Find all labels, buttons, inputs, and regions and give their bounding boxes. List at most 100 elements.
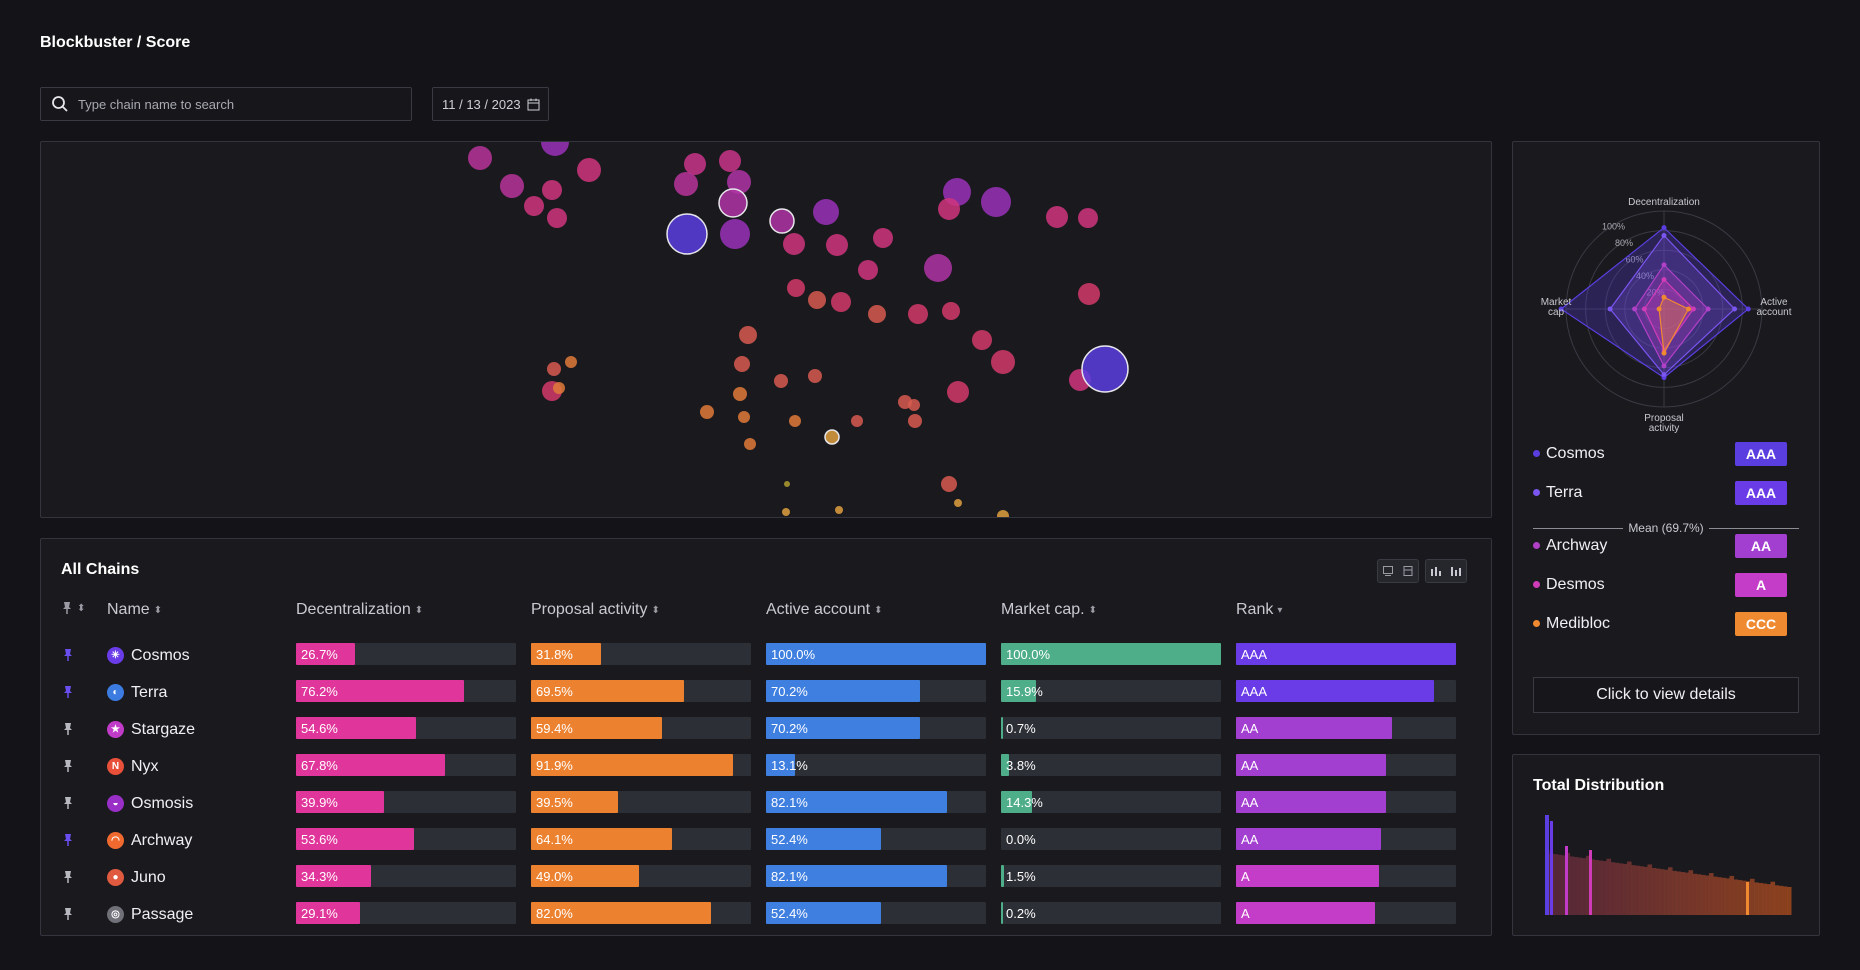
bubble[interactable] — [941, 476, 957, 492]
bubble[interactable] — [500, 174, 524, 198]
card-view-icon[interactable] — [1378, 560, 1398, 582]
chain-name[interactable]: Passage — [131, 906, 194, 923]
bubble[interactable] — [947, 381, 969, 403]
bubble[interactable] — [547, 362, 561, 376]
bubble[interactable] — [789, 415, 801, 427]
chain-name[interactable]: Archway — [131, 832, 193, 849]
view-details-button[interactable]: Click to view details — [1533, 677, 1799, 713]
table-row[interactable]: ✳ Cosmos 26.7% 31.8% 100.0% 100.0% AAA — [41, 643, 1493, 667]
bubble[interactable] — [808, 291, 826, 309]
bubble[interactable] — [719, 150, 741, 172]
bubble[interactable] — [924, 254, 952, 282]
bubble[interactable] — [744, 438, 756, 450]
column-chart-view-icon[interactable] — [1446, 560, 1466, 582]
list-view-icon[interactable] — [1398, 560, 1418, 582]
chain-name[interactable]: Terra — [131, 684, 168, 701]
legend-item-archway[interactable]: Archway AA — [1533, 534, 1803, 558]
bubble[interactable] — [733, 387, 747, 401]
bubble[interactable] — [542, 180, 562, 200]
bubble[interactable] — [813, 199, 839, 225]
chain-name[interactable]: Stargaze — [131, 721, 196, 738]
bubble[interactable] — [734, 356, 750, 372]
bubble[interactable] — [769, 208, 795, 234]
bubble[interactable] — [831, 292, 851, 312]
pin-column-header[interactable]: ⬍ — [61, 601, 85, 615]
bubble[interactable] — [873, 228, 893, 248]
bubble[interactable] — [972, 330, 992, 350]
pin-icon[interactable] — [62, 796, 76, 810]
table-row[interactable]: ◎ Passage 29.1% 82.0% 52.4% 0.2% A — [41, 902, 1493, 926]
bubble[interactable] — [1078, 283, 1100, 305]
pin-icon[interactable] — [62, 907, 76, 921]
bubble[interactable] — [666, 213, 708, 255]
bubble[interactable] — [738, 411, 750, 423]
search-input[interactable] — [78, 96, 378, 112]
chain-name[interactable]: Osmosis — [131, 795, 194, 812]
bubble[interactable] — [981, 187, 1011, 217]
active-account-column-header[interactable]: Active account ⬍ — [766, 601, 882, 619]
pin-icon[interactable] — [62, 833, 76, 847]
bubble[interactable] — [553, 382, 565, 394]
bubble[interactable] — [774, 374, 788, 388]
legend-item-medibloc[interactable]: Medibloc CCC — [1533, 612, 1803, 636]
table-row[interactable]: ◠ Archway 53.6% 64.1% 52.4% 0.0% AA — [41, 828, 1493, 852]
legend-item-desmos[interactable]: Desmos A — [1533, 573, 1803, 597]
bubble[interactable] — [577, 158, 601, 182]
pin-icon[interactable] — [62, 870, 76, 884]
bubble[interactable] — [720, 219, 750, 249]
bubble[interactable] — [908, 304, 928, 324]
bubble[interactable] — [908, 414, 922, 428]
pin-icon[interactable] — [62, 722, 76, 736]
rank-column-header[interactable]: Rank ▾ — [1236, 601, 1282, 619]
bubble[interactable] — [1046, 206, 1068, 228]
bubble[interactable] — [908, 399, 920, 411]
table-row[interactable]: ◐ Terra 76.2% 69.5% 70.2% 15.9% AAA — [41, 680, 1493, 704]
bubble[interactable] — [782, 508, 790, 516]
bubble[interactable] — [858, 260, 878, 280]
bubble[interactable] — [942, 302, 960, 320]
bubble[interactable] — [835, 506, 843, 514]
bubble[interactable] — [541, 142, 569, 156]
bubble[interactable] — [739, 326, 757, 344]
chain-name[interactable]: Cosmos — [131, 647, 190, 664]
bubble[interactable] — [784, 481, 790, 487]
bubble[interactable] — [783, 233, 805, 255]
chain-name[interactable]: Juno — [131, 869, 166, 886]
bubble[interactable] — [997, 510, 1009, 518]
chain-name[interactable]: Nyx — [131, 758, 159, 775]
bubble[interactable] — [565, 356, 577, 368]
decentralization-column-header[interactable]: Decentralization ⬍ — [296, 601, 423, 619]
pin-icon[interactable] — [62, 648, 76, 662]
bubble[interactable] — [787, 279, 805, 297]
bubble[interactable] — [700, 405, 714, 419]
pin-icon[interactable] — [62, 759, 76, 773]
table-row[interactable]: ● Juno 34.3% 49.0% 82.1% 1.5% A — [41, 865, 1493, 889]
bubble[interactable] — [1081, 345, 1129, 393]
table-row[interactable]: N Nyx 67.8% 91.9% 13.1% 3.8% AA — [41, 754, 1493, 778]
bubble[interactable] — [674, 172, 698, 196]
legend-item-terra[interactable]: Terra AAA — [1533, 481, 1803, 505]
search-box[interactable] — [40, 87, 412, 121]
bubble[interactable] — [826, 234, 848, 256]
market-cap-column-header[interactable]: Market cap. ⬍ — [1001, 601, 1097, 619]
bubble[interactable] — [954, 499, 962, 507]
bubble[interactable] — [727, 170, 751, 194]
bar-chart-view-icon[interactable] — [1426, 560, 1446, 582]
legend-item-cosmos[interactable]: Cosmos AAA — [1533, 442, 1803, 466]
bubble[interactable] — [824, 429, 840, 445]
date-picker[interactable]: 11 / 13 / 2023 — [432, 87, 549, 121]
proposal-column-header[interactable]: Proposal activity ⬍ — [531, 601, 660, 619]
bubble[interactable] — [468, 146, 492, 170]
bubble[interactable] — [938, 198, 960, 220]
bubble[interactable] — [851, 415, 863, 427]
table-row[interactable]: ★ Stargaze 54.6% 59.4% 70.2% 0.7% AA — [41, 717, 1493, 741]
name-column-header[interactable]: Name ⬍ — [107, 601, 162, 619]
bubble[interactable] — [808, 369, 822, 383]
table-row[interactable]: ◒ Osmosis 39.9% 39.5% 82.1% 14.3% AA — [41, 791, 1493, 815]
bubble[interactable] — [718, 188, 748, 218]
bubble[interactable] — [684, 153, 706, 175]
pin-icon[interactable] — [62, 685, 76, 699]
bubble[interactable] — [524, 196, 544, 216]
bubble[interactable] — [1078, 208, 1098, 228]
bubble[interactable] — [991, 350, 1015, 374]
